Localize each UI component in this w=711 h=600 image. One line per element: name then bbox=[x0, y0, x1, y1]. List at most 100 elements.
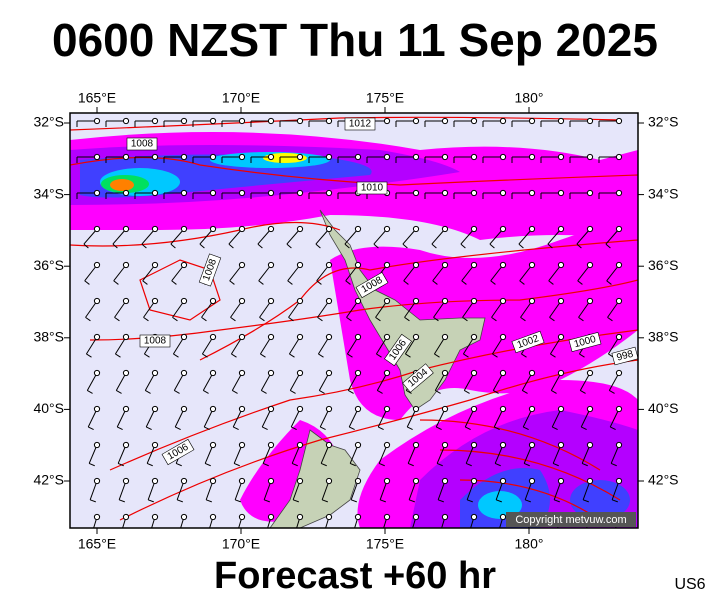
wind-barb bbox=[118, 477, 130, 503]
barb-station bbox=[93, 225, 101, 233]
wind-barb bbox=[550, 369, 565, 394]
barb-staff bbox=[378, 444, 388, 464]
barb-staff bbox=[291, 444, 301, 464]
barb-staff bbox=[550, 372, 562, 391]
lat-label: 36°S bbox=[648, 257, 679, 273]
wind-barb bbox=[261, 405, 275, 431]
wind-barb bbox=[141, 225, 159, 249]
barb-station bbox=[528, 261, 536, 269]
barb-flag bbox=[228, 243, 234, 249]
barb-flag bbox=[349, 426, 355, 431]
wind-barb bbox=[598, 189, 623, 199]
barb-flag bbox=[233, 426, 239, 431]
barb-staff bbox=[495, 480, 504, 500]
barb-flag bbox=[232, 390, 238, 394]
wind-barb bbox=[258, 261, 275, 285]
wind-barb bbox=[172, 297, 188, 322]
barb-station bbox=[383, 261, 391, 269]
wind-barb bbox=[494, 441, 507, 467]
isobar-label: 1008 bbox=[139, 334, 171, 348]
lat-label: 38°S bbox=[648, 329, 679, 345]
wind-barb bbox=[105, 153, 130, 163]
wind-barb bbox=[581, 441, 594, 467]
barb-flag bbox=[117, 462, 124, 467]
barb-station bbox=[93, 441, 101, 449]
barb-station bbox=[441, 333, 449, 341]
barb-flag bbox=[262, 426, 268, 431]
wind-barb bbox=[470, 513, 478, 528]
wind-barb bbox=[174, 405, 188, 431]
barb-flag bbox=[83, 243, 89, 249]
barb-station bbox=[441, 369, 449, 377]
barb-staff bbox=[350, 480, 359, 500]
barb-staff bbox=[172, 336, 185, 355]
barb-station bbox=[209, 369, 217, 377]
wind-barb bbox=[424, 189, 449, 199]
wind-barb bbox=[337, 153, 362, 163]
lat-label: 32°S bbox=[33, 114, 64, 130]
barb-station bbox=[470, 441, 478, 449]
barb-staff bbox=[347, 372, 359, 391]
isobar-label-text: 1012 bbox=[349, 119, 372, 130]
barb-station bbox=[615, 333, 623, 341]
wind-barb bbox=[540, 189, 565, 199]
barb-flag bbox=[607, 316, 613, 322]
wind-barb bbox=[379, 477, 391, 503]
wind-barb bbox=[605, 225, 623, 249]
barb-staff bbox=[465, 444, 475, 464]
barb-staff bbox=[432, 264, 446, 282]
wind-barb bbox=[569, 117, 594, 127]
barb-staff bbox=[114, 336, 127, 355]
wind-barb bbox=[377, 405, 391, 431]
barb-station bbox=[499, 261, 507, 269]
barb-flag bbox=[379, 499, 386, 503]
barb-flag bbox=[176, 499, 183, 503]
wind-barb bbox=[540, 117, 565, 127]
barb-flag bbox=[373, 243, 379, 249]
barb-flag bbox=[344, 243, 350, 249]
barb-staff bbox=[145, 408, 156, 428]
wind-barb bbox=[383, 513, 391, 528]
barb-flag bbox=[347, 353, 353, 358]
wind-barb bbox=[112, 225, 130, 249]
barb-station bbox=[209, 477, 217, 485]
barb-station bbox=[122, 369, 130, 377]
barb-station bbox=[470, 477, 478, 485]
barb-staff bbox=[349, 444, 359, 464]
barb-staff bbox=[89, 480, 98, 500]
barb-staff bbox=[317, 336, 330, 355]
wind-barb bbox=[520, 297, 536, 322]
lon-label: 170°E bbox=[222, 536, 260, 552]
isobar-label-text: 1008 bbox=[131, 139, 154, 150]
wind-barb bbox=[346, 297, 362, 322]
barb-staff bbox=[402, 228, 417, 245]
barb-station bbox=[412, 405, 420, 413]
barb-staff bbox=[83, 228, 98, 245]
barb-station bbox=[296, 225, 304, 233]
barb-flag bbox=[611, 499, 618, 503]
barb-flag bbox=[262, 462, 269, 467]
barb-flag bbox=[175, 426, 181, 431]
barb-station bbox=[151, 441, 159, 449]
barb-station bbox=[499, 333, 507, 341]
wind-barb bbox=[436, 441, 449, 467]
barb-station bbox=[325, 297, 333, 305]
barb-staff bbox=[375, 300, 388, 318]
wind-barb bbox=[453, 153, 478, 163]
barb-staff bbox=[433, 336, 446, 355]
wind-barb bbox=[230, 297, 246, 322]
barb-station bbox=[267, 225, 275, 233]
barb-flag bbox=[112, 243, 118, 249]
barb-station bbox=[122, 333, 130, 341]
barb-staff bbox=[408, 480, 417, 500]
barb-station bbox=[586, 153, 594, 161]
barb-flag bbox=[288, 316, 294, 322]
wind-barb bbox=[404, 297, 420, 322]
barb-station bbox=[267, 369, 275, 377]
barb-flag bbox=[609, 390, 615, 394]
wind-barb bbox=[308, 153, 333, 163]
barb-staff bbox=[143, 300, 156, 318]
barb-flag bbox=[577, 280, 583, 285]
barb-staff bbox=[115, 372, 127, 391]
